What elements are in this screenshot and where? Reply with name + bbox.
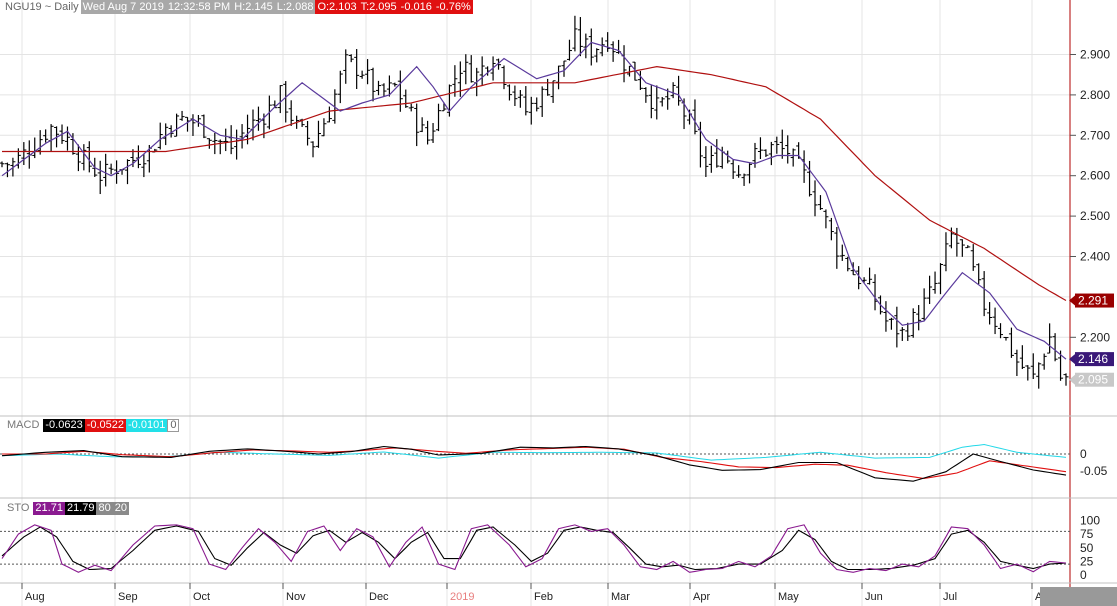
ma-short-tag-bg [1075, 352, 1114, 367]
sto-oversold-value: 20 [112, 502, 129, 515]
ohlc-bars [0, 15, 1069, 389]
trade-label: T:2.095 [358, 0, 399, 14]
price-tick-label: 2.900 [1080, 48, 1110, 62]
sto-title: STO [7, 502, 30, 514]
ma-long-tag-bg [1075, 293, 1114, 308]
chart-header: NGU19 ~ Daily Wed Aug 7 2019 12:32:58 PM H:… [3, 0, 473, 14]
time-tick-label: Mar [611, 591, 630, 603]
ma-short-tag: 2.146 [1078, 352, 1108, 366]
macd-zero-value: 0 [167, 419, 180, 432]
high-label: H:2.145 [232, 0, 275, 14]
time-tick-label: Apr [693, 591, 710, 603]
ma-short-tag-pointer [1069, 354, 1075, 365]
price-tick-label: 2.400 [1080, 250, 1110, 264]
sto-legend: STO 21.71 21.79 80 20 [5, 502, 129, 515]
price-tick-label: 2.200 [1080, 330, 1110, 344]
sto-d-value: 21.79 [64, 502, 97, 515]
time-tick-label: Nov [286, 591, 306, 603]
sto-tick-label: 75 [1080, 527, 1094, 541]
change-pct-label: -0.76% [433, 0, 473, 14]
low-label: L:2.088 [274, 0, 316, 14]
macd-title: MACD [7, 419, 40, 431]
ma-long-tag-pointer [1069, 295, 1075, 306]
time-tick-label: May [778, 591, 799, 603]
price-axis: 2.900 2.800 2.700 2.600 2.500 2.400 2.200 2.291… [1069, 48, 1114, 582]
symbol-label: NGU19 ~ Daily [5, 1, 79, 13]
sto-tick-label: 50 [1080, 541, 1094, 555]
time-label: 12:32:58 PM [165, 0, 233, 14]
macd-signal-value: -0.0522 [84, 419, 127, 432]
time-tick-label: Oct [193, 591, 210, 603]
sto-k-line [1, 524, 1067, 573]
macd-hist-value: -0.0101 [126, 419, 168, 432]
sto-tick-label: 100 [1080, 514, 1100, 528]
time-tick-label: Dec [369, 591, 389, 603]
price-tick-label: 2.800 [1080, 88, 1110, 102]
time-cursor-box [1040, 587, 1117, 606]
date-label: Wed Aug 7 2019 [80, 0, 166, 14]
macd-signal-line [2, 446, 1067, 480]
sto-overbought-value: 80 [96, 502, 113, 515]
ma-long-tag: 2.291 [1078, 294, 1108, 308]
macd-value: -0.0623 [43, 419, 85, 432]
time-axis: AugSepOctNovDec2019FebMarAprMayJunJulAug [21, 583, 1117, 606]
last-price-tag-pointer [1069, 374, 1075, 385]
sto-d-line [1, 525, 1067, 571]
sto-tick-label: 25 [1080, 554, 1094, 568]
macd-legend: MACD -0.0623 -0.0522 -0.0101 0 [5, 419, 180, 432]
price-tick-label: 2.600 [1080, 169, 1110, 183]
last-price-tag: 2.095 [1078, 373, 1108, 387]
indicator-lines [1, 41, 1067, 573]
macd-tick-label: -0.05 [1080, 464, 1108, 478]
price-tick-label: 2.700 [1080, 128, 1110, 142]
change-label: -0.016 [398, 0, 434, 14]
ma-short-line [1, 41, 1067, 360]
price-tick-label: 2.500 [1080, 209, 1110, 223]
time-tick-label: 2019 [450, 591, 474, 603]
grid-lines [0, 0, 1070, 606]
sto-k-value: 21.71 [33, 502, 65, 515]
time-tick-label: Feb [534, 591, 553, 603]
sto-tick-label: 0 [1080, 568, 1087, 582]
ma-long-line [2, 65, 1067, 302]
macd-tick-label: 0 [1080, 447, 1087, 461]
macd-line [1, 445, 1067, 482]
last-price-tag-bg [1075, 372, 1114, 387]
time-tick-label: Jul [943, 591, 957, 603]
time-tick-label: Jun [865, 591, 883, 603]
time-tick-label: Sep [118, 591, 138, 603]
time-tick-label: Aug [25, 591, 45, 603]
open-label: O:2.103 [315, 0, 359, 14]
